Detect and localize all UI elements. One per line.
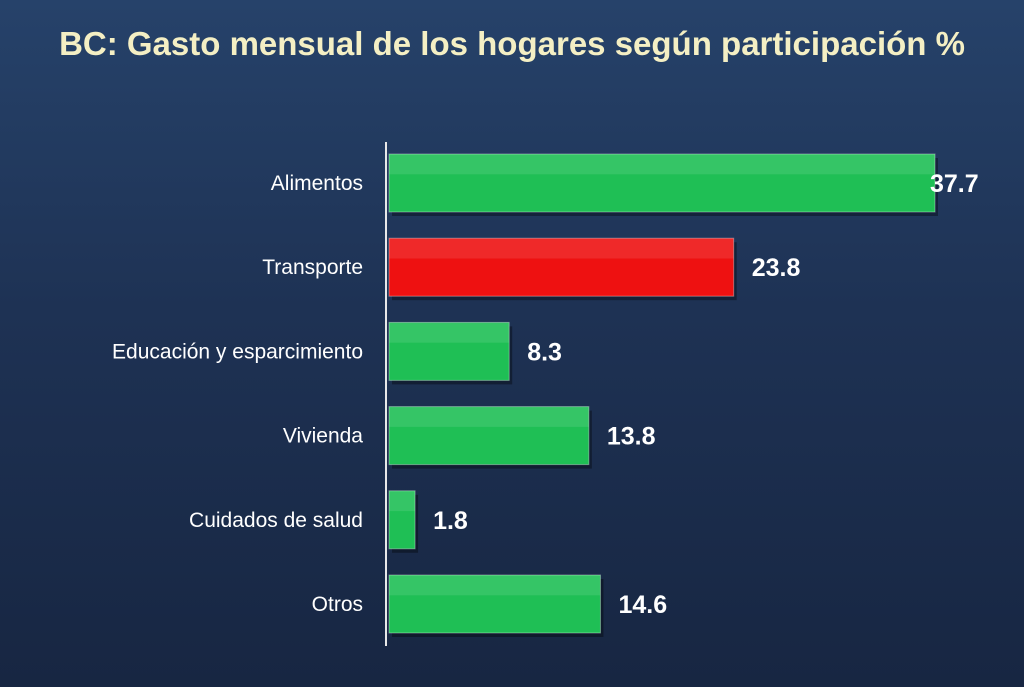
value-label-3: 13.8	[607, 423, 656, 451]
bar-1	[388, 237, 735, 297]
category-label-4: Cuidados de salud	[189, 509, 363, 532]
bar-highlight-3	[389, 406, 589, 427]
category-label-5: Otros	[312, 593, 363, 616]
bar-highlight-1	[389, 238, 734, 259]
bar-highlight-2	[389, 322, 510, 343]
value-label-5: 14.6	[618, 591, 667, 619]
chart-title: BC: Gasto mensual de los hogares según p…	[59, 25, 965, 62]
value-label-0: 37.7	[930, 170, 979, 198]
bar-highlight-4	[389, 490, 416, 512]
bar-0	[388, 153, 936, 213]
bar-4	[388, 490, 416, 550]
category-label-0: Alimentos	[271, 172, 363, 195]
bar-2	[388, 321, 510, 381]
category-label-2: Educación y esparcimiento	[112, 340, 363, 363]
category-label-3: Vivienda	[283, 425, 363, 448]
category-label-1: Transporte	[262, 256, 363, 279]
value-label-2: 8.3	[527, 338, 562, 366]
bar-highlight-0	[389, 154, 935, 175]
value-label-1: 23.8	[752, 254, 801, 282]
bar-highlight-5	[389, 575, 601, 596]
value-label-4: 1.8	[433, 507, 468, 535]
bar-5	[388, 574, 601, 634]
bar-3	[388, 406, 590, 466]
bars-group: Alimentos 37.7 Transporte 23.8 Educación y e…	[112, 153, 979, 637]
